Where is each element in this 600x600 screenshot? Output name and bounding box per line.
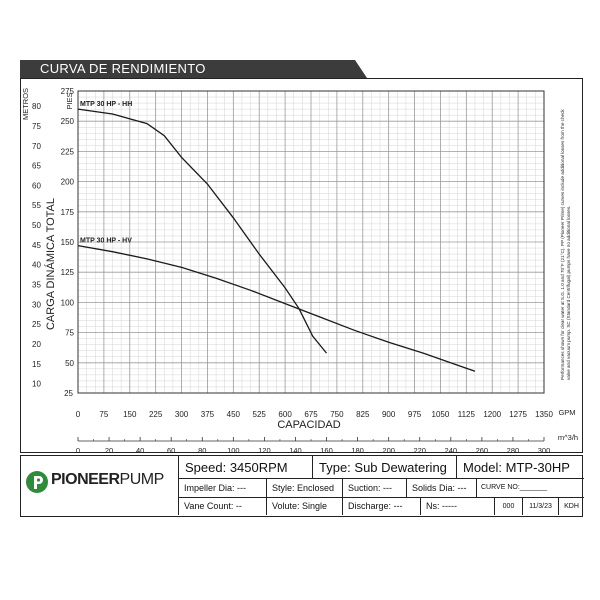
y-unit-label: PIES	[65, 92, 74, 109]
x-tick-label: 1200	[483, 410, 501, 419]
x-tick-label: 150	[123, 410, 137, 419]
brand-light: PUMP	[119, 471, 165, 488]
y-tick-label: 25	[64, 389, 73, 398]
x-tick-label: 300	[175, 410, 189, 419]
y2-tick-label: 40	[32, 261, 41, 270]
y2-tick-label: 70	[32, 142, 41, 151]
impeller-cell: Impeller Dia: ---	[178, 478, 266, 497]
x-tick-label: 450	[227, 410, 241, 419]
chart-header-title: CURVA DE RENDIMIENTO	[40, 61, 206, 76]
y-tick-label: 250	[61, 117, 75, 126]
x2-tick-label: 280	[507, 446, 520, 453]
x-tick-label: 225	[149, 410, 163, 419]
y-tick-label: 75	[65, 329, 74, 338]
volute-cell: Volute: Single	[266, 497, 342, 515]
y2-tick-label: 45	[32, 241, 41, 250]
x-tick-label: 525	[253, 410, 267, 419]
y2-tick-label: 15	[32, 360, 41, 369]
y2-tick-label: 65	[32, 162, 41, 171]
curve-number-cell: CURVE NO:_______	[476, 478, 584, 497]
revision-cell: 000	[494, 497, 522, 515]
x2-tick-label: 100	[227, 446, 240, 453]
discharge-cell: Discharge: ---	[342, 497, 420, 515]
x2-tick-label: 80	[198, 446, 206, 453]
ns-cell: Ns: -----	[420, 497, 494, 515]
x-axis-title: CAPACIDAD	[277, 419, 340, 431]
y-tick-label: 275	[61, 87, 75, 96]
solids-cell: Solids Dia: ---	[406, 478, 476, 497]
brand-name: PIONEERPUMP	[51, 471, 164, 489]
x-tick-label: 900	[382, 410, 396, 419]
y2-tick-label: 10	[32, 380, 41, 389]
y2-tick-label: 25	[32, 320, 41, 329]
y2-tick-label: 35	[32, 280, 41, 289]
plot-border	[77, 90, 545, 394]
x2-tick-label: 220	[413, 446, 426, 453]
brand-bold: PIONEER	[51, 471, 120, 488]
y-tick-label: 50	[65, 359, 74, 368]
y-tick-label: 125	[61, 268, 75, 277]
series-line-1	[77, 108, 328, 354]
x2-unit-label: m^3/h	[558, 433, 578, 442]
x-tick-label: 1350	[535, 410, 553, 419]
x2-tick-label: 60	[167, 446, 175, 453]
date-cell: 11/3/23	[522, 497, 558, 515]
x-tick-label: 0	[76, 410, 81, 419]
x-tick-label: 1050	[432, 410, 450, 419]
initials-cell: KDH	[558, 497, 584, 515]
suction-cell: Suction: ---	[342, 478, 406, 497]
y-tick-label: 175	[61, 208, 75, 217]
x-unit-label: GPM	[558, 408, 575, 417]
x2-tick-label: 20	[105, 446, 113, 453]
y2-tick-label: 80	[32, 102, 41, 111]
x2-tick-label: 40	[136, 446, 144, 453]
type-cell: Type: Sub Dewatering	[312, 456, 456, 478]
y2-tick-label: 55	[32, 201, 41, 210]
x-tick-label: 600	[278, 410, 292, 419]
vane-count-cell: Vane Count: --	[178, 497, 266, 515]
performance-chart: 0 75 150 225 300 375 450 525 600 675 750 825 900 975 1…	[21, 87, 578, 453]
y2-tick-label: 30	[32, 300, 41, 309]
title-block: PIONEERPUMP Speed: 3450RPM Type: Sub Dew…	[20, 455, 584, 517]
x-tick-label: 675	[304, 410, 318, 419]
x-tick-label: 825	[356, 410, 370, 419]
x2-tick-label: 260	[476, 446, 489, 453]
x-tick-label: 375	[201, 410, 215, 419]
style-cell: Style: Enclosed	[266, 478, 342, 497]
x2-tick-label: 240	[445, 446, 458, 453]
x-tick-label: 1125	[458, 410, 476, 419]
x2-tick-label: 140	[289, 446, 302, 453]
x2-tick-label: 300	[538, 446, 551, 453]
performance-note: Performances shown for clear water at S.…	[560, 109, 571, 380]
x-tick-label: 750	[330, 410, 344, 419]
x-tick-label: 975	[408, 410, 422, 419]
series-label-2: MTP 30 HP - HV	[80, 238, 132, 245]
speed-cell: Speed: 3450RPM	[178, 456, 312, 478]
x2-tick-label: 200	[382, 446, 395, 453]
y2-tick-label: 20	[32, 340, 41, 349]
chart-frame	[20, 78, 583, 453]
x2-tick-label: 180	[351, 446, 364, 453]
x-tick-label: 75	[99, 410, 108, 419]
model-cell: Model: MTP-30HP	[456, 456, 584, 478]
series-line-2	[77, 244, 476, 372]
y2-tick-label: 50	[32, 221, 41, 230]
y-axis-title: CARGA DINÁMICA TOTAL	[44, 198, 57, 330]
y-tick-label: 150	[61, 238, 75, 247]
y2-tick-label: 75	[32, 122, 41, 131]
y2-tick-label: 60	[32, 181, 41, 190]
y-tick-label: 200	[61, 178, 75, 187]
y2-unit-label: METROS	[21, 88, 30, 120]
pioneer-logo-icon	[26, 471, 48, 493]
y-tick-label: 100	[61, 298, 75, 307]
y-tick-label: 225	[61, 147, 75, 156]
brand-logo: PIONEERPUMP	[21, 456, 178, 515]
series-label-1: MTP 30 HP - HH	[80, 101, 132, 108]
header-banner	[20, 60, 367, 78]
x2-tick-label: 160	[320, 446, 333, 453]
x2-tick-label: 120	[258, 446, 271, 453]
x-tick-label: 1275	[509, 410, 527, 419]
x2-tick-label: 0	[76, 446, 80, 453]
